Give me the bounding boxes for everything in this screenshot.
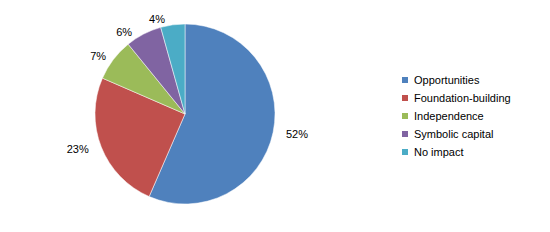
svg-text:Symbolic capital: Symbolic capital xyxy=(414,128,493,140)
svg-text:Independence: Independence xyxy=(414,110,484,122)
svg-text:52%: 52% xyxy=(286,128,308,140)
svg-text:7%: 7% xyxy=(90,50,106,62)
svg-text:No impact: No impact xyxy=(414,146,464,158)
svg-text:6%: 6% xyxy=(116,26,132,38)
svg-text:Opportunities: Opportunities xyxy=(414,74,480,86)
svg-text:Foundation-building: Foundation-building xyxy=(414,92,511,104)
svg-text:23%: 23% xyxy=(67,143,89,155)
svg-text:4%: 4% xyxy=(149,13,165,25)
